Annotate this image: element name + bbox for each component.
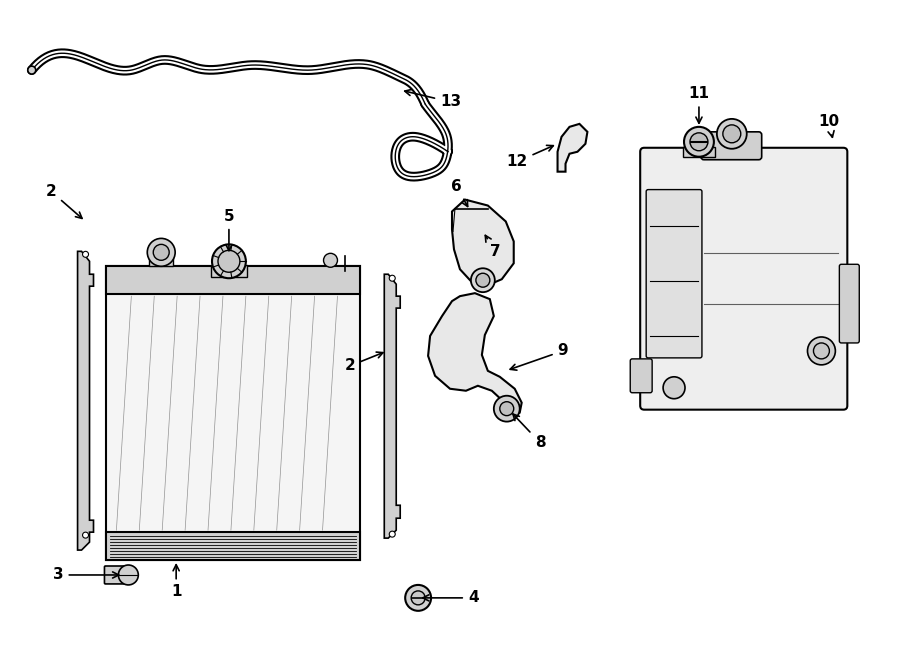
Circle shape — [83, 532, 88, 538]
Bar — [106, 532, 360, 560]
Polygon shape — [428, 293, 522, 416]
FancyBboxPatch shape — [640, 148, 847, 410]
Circle shape — [148, 239, 176, 266]
Circle shape — [390, 275, 395, 281]
Text: 3: 3 — [53, 567, 119, 582]
Text: 2: 2 — [46, 184, 82, 218]
Circle shape — [390, 531, 395, 537]
Text: 2: 2 — [345, 352, 383, 373]
Polygon shape — [452, 200, 514, 285]
Circle shape — [218, 251, 240, 272]
Circle shape — [212, 245, 246, 278]
Text: 4: 4 — [423, 590, 479, 605]
Circle shape — [323, 253, 338, 267]
Circle shape — [476, 273, 490, 287]
Circle shape — [663, 377, 685, 399]
Bar — [106, 266, 360, 294]
Bar — [106, 266, 360, 560]
Text: 13: 13 — [405, 89, 461, 110]
Text: 5: 5 — [223, 209, 234, 251]
Text: 11: 11 — [688, 87, 709, 123]
Circle shape — [494, 396, 519, 422]
Polygon shape — [384, 274, 400, 538]
Circle shape — [471, 268, 495, 292]
FancyBboxPatch shape — [840, 264, 860, 343]
FancyBboxPatch shape — [104, 566, 124, 584]
Circle shape — [500, 402, 514, 416]
Text: 6: 6 — [451, 179, 468, 206]
Circle shape — [814, 343, 830, 359]
Circle shape — [411, 591, 425, 605]
Circle shape — [83, 251, 88, 257]
Text: 8: 8 — [513, 414, 545, 450]
Polygon shape — [557, 124, 588, 172]
Circle shape — [807, 337, 835, 365]
Circle shape — [684, 127, 714, 157]
Circle shape — [690, 133, 708, 151]
FancyBboxPatch shape — [630, 359, 652, 393]
Circle shape — [717, 119, 747, 149]
Text: 10: 10 — [818, 114, 840, 137]
Polygon shape — [77, 251, 94, 550]
FancyBboxPatch shape — [646, 190, 702, 358]
Text: 9: 9 — [510, 344, 568, 370]
Bar — [683, 147, 715, 157]
Circle shape — [119, 565, 139, 585]
Bar — [211, 265, 247, 277]
Circle shape — [723, 125, 741, 143]
Bar — [149, 253, 173, 266]
FancyBboxPatch shape — [701, 132, 761, 160]
Text: 12: 12 — [507, 145, 554, 169]
Text: 7: 7 — [485, 235, 500, 259]
Circle shape — [405, 585, 431, 611]
Circle shape — [28, 66, 36, 74]
Circle shape — [153, 245, 169, 260]
Text: 1: 1 — [171, 564, 182, 600]
